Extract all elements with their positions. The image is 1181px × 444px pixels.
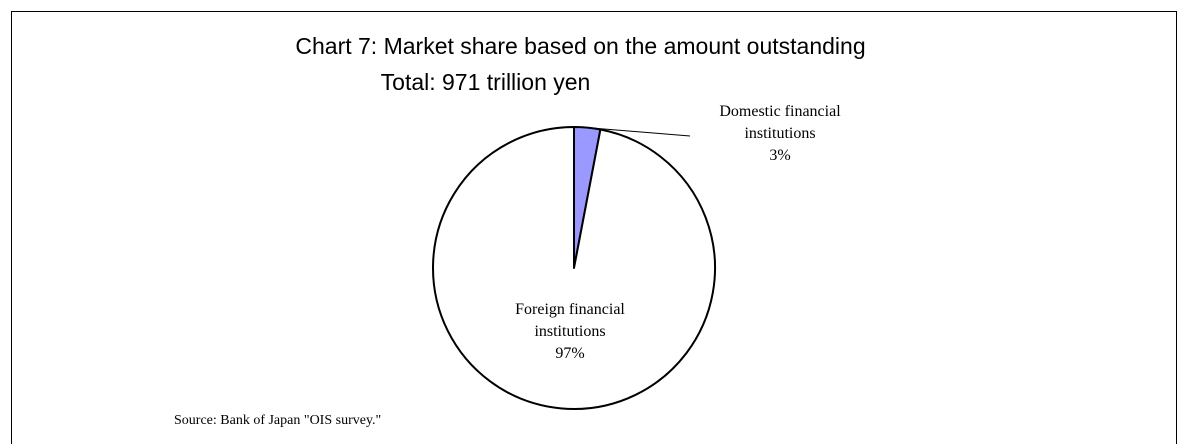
slice-label-domestic: Domestic financial institutions 3% — [660, 101, 900, 167]
pie-slices — [432, 126, 716, 410]
slice-label-domestic-line-2: institutions — [744, 125, 816, 142]
chart-subtitle: Total: 971 trillion yen — [380, 69, 591, 95]
source-note: Source: Bank of Japan "OIS survey." — [174, 413, 382, 428]
domestic-leader-line — [587, 127, 691, 137]
pie-slice-foreign — [432, 126, 716, 410]
chart-border — [11, 11, 1177, 444]
slice-label-foreign-percent: 97% — [555, 345, 585, 362]
slice-label-domestic-percent: 3% — [769, 147, 791, 164]
slice-label-foreign-line-1: Foreign financial — [515, 301, 625, 318]
slice-label-foreign-line-2: institutions — [534, 323, 606, 340]
slice-label-foreign: Foreign financial institutions 97% — [460, 299, 680, 365]
chart-title: Chart 7: Market share based on the amoun… — [295, 33, 866, 59]
slice-label-domestic-line-1: Domestic financial — [719, 103, 841, 120]
